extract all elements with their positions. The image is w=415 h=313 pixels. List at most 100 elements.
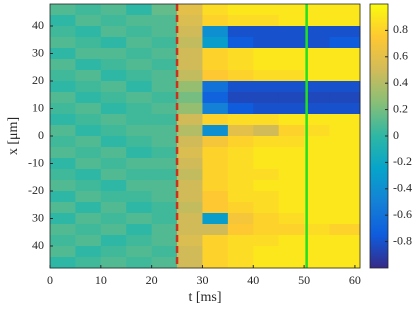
heatmap-cell <box>126 26 153 38</box>
heatmap-cell <box>253 114 280 126</box>
heatmap-cell <box>126 114 153 126</box>
heatmap-cell <box>202 257 229 269</box>
heatmap-cell <box>177 48 203 60</box>
heatmap-cell <box>304 180 331 192</box>
heatmap-cell <box>253 191 280 203</box>
heatmap-cell <box>304 92 331 104</box>
heatmap-cell <box>227 4 254 16</box>
heatmap-cell <box>177 15 203 27</box>
heatmap-cell <box>202 15 229 27</box>
heatmap-cell <box>50 59 76 71</box>
heatmap-cell <box>75 37 102 49</box>
heatmap-cell <box>329 136 361 148</box>
heatmap-cell <box>278 92 305 104</box>
heatmap-cell <box>304 81 331 93</box>
heatmap-cell <box>151 224 178 236</box>
heatmap-cell <box>126 202 153 214</box>
heatmap-cell <box>126 48 153 60</box>
heatmap-cell <box>278 158 305 170</box>
heatmap-cell <box>151 158 178 170</box>
heatmap-cell <box>304 114 331 126</box>
heatmap-cell <box>100 92 127 104</box>
heatmap-cell <box>151 92 178 104</box>
x-tick-label: 10 <box>95 273 107 287</box>
x-tick-label: 60 <box>349 273 361 287</box>
heatmap-cell <box>278 125 305 137</box>
heatmap-cell <box>100 70 127 82</box>
heatmap-cell <box>253 4 280 16</box>
heatmap-cell <box>329 26 361 38</box>
heatmap-cell <box>329 70 361 82</box>
colorbar-tick-label: 0.6 <box>393 49 408 63</box>
heatmap-cell <box>50 257 76 269</box>
heatmap-cell <box>278 191 305 203</box>
heatmap-cell <box>227 37 254 49</box>
y-axis-label: x [μm] <box>6 117 21 155</box>
heatmap-cell <box>278 81 305 93</box>
heatmap-cell <box>304 4 331 16</box>
heatmap-cell <box>126 59 153 71</box>
heatmap-cell <box>75 257 102 269</box>
heatmap-cell <box>126 147 153 159</box>
heatmap-cell <box>253 125 280 137</box>
heatmap-cell <box>227 70 254 82</box>
heatmap-cell <box>304 15 331 27</box>
heatmap-cell <box>227 92 254 104</box>
heatmap-cell <box>75 92 102 104</box>
heatmap-cell <box>75 147 102 159</box>
heatmap-cell <box>177 257 203 269</box>
heatmap-cell <box>126 81 153 93</box>
heatmap-cell <box>151 213 178 225</box>
heatmap-cell <box>227 246 254 258</box>
heatmap-cell <box>329 4 361 16</box>
heatmap-cell <box>278 26 305 38</box>
heatmap-cell <box>151 191 178 203</box>
y-tick-label: -10 <box>28 155 44 169</box>
heatmap-cell <box>278 103 305 115</box>
heatmap-cell <box>227 103 254 115</box>
y-tick-label: 10 <box>32 100 44 114</box>
heatmap-cell <box>227 48 254 60</box>
heatmap-cell <box>100 125 127 137</box>
heatmap-cell <box>329 158 361 170</box>
heatmap-cell <box>304 26 331 38</box>
heatmap-cell <box>329 191 361 203</box>
heatmap-cell <box>177 92 203 104</box>
heatmap-cell <box>50 81 76 93</box>
heatmap-cell <box>329 37 361 49</box>
heatmap-cell <box>151 59 178 71</box>
x-tick-label: 50 <box>298 273 310 287</box>
heatmap-cell <box>253 158 280 170</box>
heatmap-cell <box>151 202 178 214</box>
heatmap-cell <box>253 169 280 181</box>
colorbar-tick-label: -0.4 <box>393 181 412 195</box>
heatmap-cell <box>177 246 203 258</box>
heatmap-cell <box>227 136 254 148</box>
heatmap-cell <box>253 180 280 192</box>
heatmap-cell <box>304 125 331 137</box>
heatmap-cell <box>227 125 254 137</box>
heatmap-cell <box>202 180 229 192</box>
heatmap-cell <box>126 103 153 115</box>
heatmap-cell <box>227 213 254 225</box>
heatmap-cell <box>100 224 127 236</box>
heatmap-cell <box>100 4 127 16</box>
heatmap <box>50 4 361 269</box>
heatmap-cell <box>100 81 127 93</box>
heatmap-cell <box>278 4 305 16</box>
heatmap-cell <box>329 81 361 93</box>
heatmap-cell <box>253 224 280 236</box>
heatmap-cell <box>151 15 178 27</box>
heatmap-cell <box>177 70 203 82</box>
heatmap-cell <box>227 158 254 170</box>
heatmap-cell <box>100 26 127 38</box>
heatmap-cell <box>126 4 153 16</box>
heatmap-cell <box>253 81 280 93</box>
heatmap-cell <box>100 213 127 225</box>
heatmap-cell <box>278 180 305 192</box>
heatmap-cell <box>329 235 361 247</box>
heatmap-cell <box>329 147 361 159</box>
heatmap-cell <box>126 246 153 258</box>
heatmap-cell <box>50 169 76 181</box>
heatmap-cell <box>253 37 280 49</box>
